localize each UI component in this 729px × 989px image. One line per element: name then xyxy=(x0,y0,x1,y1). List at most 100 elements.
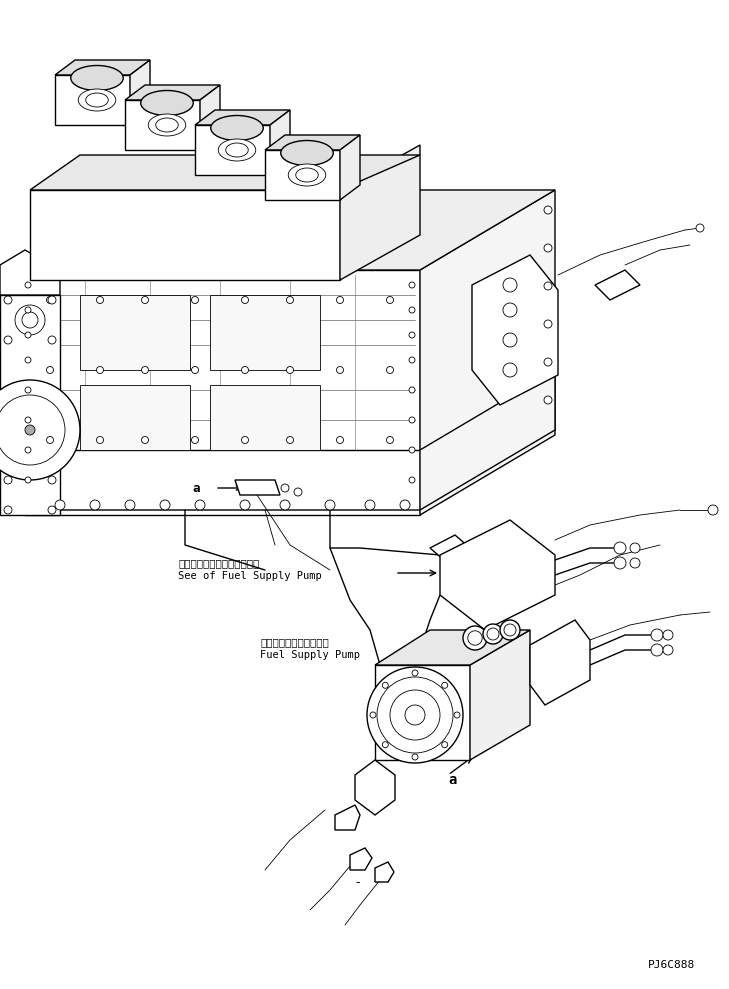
Circle shape xyxy=(468,631,482,645)
Circle shape xyxy=(192,297,198,304)
Circle shape xyxy=(367,667,463,763)
Polygon shape xyxy=(80,295,190,370)
Ellipse shape xyxy=(281,140,333,165)
Circle shape xyxy=(382,742,389,748)
Ellipse shape xyxy=(288,164,326,186)
Circle shape xyxy=(630,543,640,553)
Circle shape xyxy=(141,436,149,443)
Text: See of Fuel Supply Pump: See of Fuel Supply Pump xyxy=(178,571,321,581)
Polygon shape xyxy=(30,155,420,190)
Circle shape xyxy=(663,630,673,640)
Circle shape xyxy=(544,320,552,328)
Circle shape xyxy=(544,206,552,214)
Circle shape xyxy=(483,624,503,644)
Ellipse shape xyxy=(86,93,108,107)
Polygon shape xyxy=(25,450,420,515)
Circle shape xyxy=(96,367,104,374)
Circle shape xyxy=(503,363,517,377)
Circle shape xyxy=(544,282,552,290)
Polygon shape xyxy=(335,805,360,830)
Circle shape xyxy=(25,387,31,393)
Circle shape xyxy=(386,297,394,304)
Circle shape xyxy=(192,367,198,374)
Circle shape xyxy=(473,553,483,563)
Polygon shape xyxy=(265,150,340,200)
Circle shape xyxy=(160,500,170,510)
Circle shape xyxy=(409,477,415,483)
Polygon shape xyxy=(195,125,270,175)
Circle shape xyxy=(48,506,56,514)
Circle shape xyxy=(409,332,415,338)
Polygon shape xyxy=(55,75,130,125)
Circle shape xyxy=(442,742,448,748)
Circle shape xyxy=(363,776,387,800)
Circle shape xyxy=(382,682,389,688)
Circle shape xyxy=(25,417,31,423)
Circle shape xyxy=(25,357,31,363)
Circle shape xyxy=(504,624,516,636)
Ellipse shape xyxy=(296,168,319,182)
Circle shape xyxy=(651,644,663,656)
Circle shape xyxy=(25,332,31,338)
Circle shape xyxy=(337,367,343,374)
Polygon shape xyxy=(340,135,360,200)
Circle shape xyxy=(25,477,31,483)
Text: フェエルサブライボンブ参照: フェエルサブライボンブ参照 xyxy=(178,558,260,568)
Circle shape xyxy=(0,380,80,480)
Polygon shape xyxy=(125,85,220,100)
Polygon shape xyxy=(55,60,150,75)
Polygon shape xyxy=(420,370,555,515)
Circle shape xyxy=(25,425,35,435)
Circle shape xyxy=(390,690,440,740)
Circle shape xyxy=(55,500,65,510)
Circle shape xyxy=(490,568,500,578)
Text: a: a xyxy=(192,482,200,494)
Circle shape xyxy=(503,303,517,317)
Circle shape xyxy=(490,585,500,595)
Circle shape xyxy=(4,336,12,344)
Text: Fuel Supply Pump: Fuel Supply Pump xyxy=(260,650,360,660)
Circle shape xyxy=(409,387,415,393)
Polygon shape xyxy=(375,665,470,760)
Circle shape xyxy=(286,367,294,374)
Polygon shape xyxy=(200,85,220,150)
Circle shape xyxy=(25,282,31,288)
Ellipse shape xyxy=(148,114,186,136)
Circle shape xyxy=(614,557,626,569)
Polygon shape xyxy=(340,145,420,280)
Circle shape xyxy=(195,500,205,510)
Circle shape xyxy=(409,307,415,313)
Circle shape xyxy=(241,367,249,374)
Polygon shape xyxy=(0,295,60,515)
Circle shape xyxy=(447,547,453,553)
Circle shape xyxy=(454,712,460,718)
Circle shape xyxy=(353,855,367,869)
Polygon shape xyxy=(420,190,555,510)
Polygon shape xyxy=(210,295,320,370)
Circle shape xyxy=(500,620,520,640)
Ellipse shape xyxy=(218,139,256,161)
Polygon shape xyxy=(125,100,200,150)
Circle shape xyxy=(141,367,149,374)
Circle shape xyxy=(4,296,12,304)
Polygon shape xyxy=(472,255,558,405)
Circle shape xyxy=(405,705,425,725)
Text: -: - xyxy=(356,876,360,889)
Polygon shape xyxy=(350,848,372,870)
Polygon shape xyxy=(460,543,498,570)
Circle shape xyxy=(708,505,718,515)
Polygon shape xyxy=(30,190,340,280)
Circle shape xyxy=(47,367,53,374)
Circle shape xyxy=(96,297,104,304)
Circle shape xyxy=(22,312,38,328)
Circle shape xyxy=(47,436,53,443)
Circle shape xyxy=(442,682,448,688)
Circle shape xyxy=(463,626,487,650)
Circle shape xyxy=(409,417,415,423)
Circle shape xyxy=(377,677,453,753)
Polygon shape xyxy=(265,135,360,150)
Circle shape xyxy=(630,558,640,568)
Circle shape xyxy=(325,500,335,510)
Ellipse shape xyxy=(141,91,193,116)
Polygon shape xyxy=(130,60,150,125)
